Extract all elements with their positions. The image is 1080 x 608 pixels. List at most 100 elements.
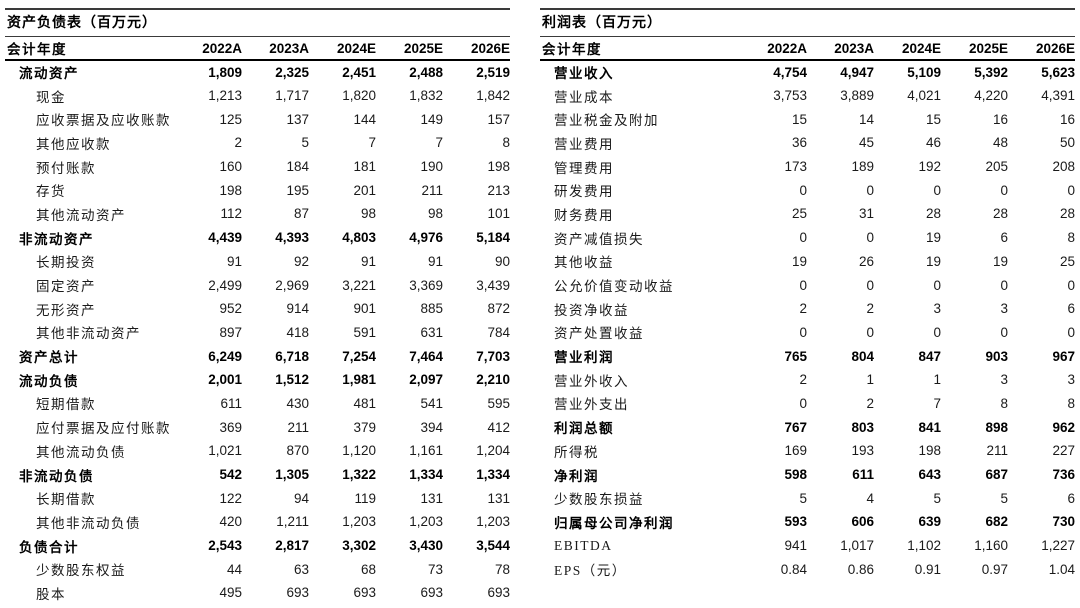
cell-value: 25: [791, 206, 807, 222]
cell-value: 606: [851, 514, 874, 530]
row-label: 财务费用: [554, 207, 614, 223]
cell-value: 2,499: [208, 277, 242, 293]
table-row: 研发费用 0 0 0 0 0: [540, 178, 1075, 202]
cell-value: 0.86: [847, 561, 874, 577]
cell-value: 205: [985, 159, 1008, 175]
cell-value: 26: [858, 253, 874, 269]
cell-value: 693: [487, 585, 510, 601]
cell-value: 394: [420, 419, 443, 435]
cell-value: 542: [219, 467, 242, 483]
cell-value: 0: [799, 230, 807, 246]
table-row: 流动资产 1,809 2,325 2,451 2,488 2,519: [5, 60, 510, 84]
cell-value: 198: [487, 159, 510, 175]
row-label: 长期借款: [36, 492, 96, 508]
cell-value: 1,203: [342, 514, 376, 530]
cell-value: 541: [420, 395, 443, 411]
cell-value: 803: [851, 419, 874, 435]
table-row: 流动负债 2,001 1,512 1,981 2,097 2,210: [5, 368, 510, 392]
table-row: 利润总额 767 803 841 898 962: [540, 415, 1075, 439]
cell-value: 901: [353, 301, 376, 317]
row-label: 净利润: [554, 468, 599, 484]
cell-value: 90: [494, 253, 510, 269]
cell-value: 1,832: [409, 88, 443, 104]
cell-value: 25: [1059, 253, 1075, 269]
table-row: 管理费用 173 189 192 205 208: [540, 155, 1075, 179]
header-year-column: 2022A: [175, 37, 242, 61]
cell-value: 4,220: [974, 88, 1008, 104]
row-label: 负债合计: [19, 539, 79, 555]
cell-value: 131: [420, 490, 443, 506]
row-label: EPS（元）: [554, 563, 627, 579]
cell-value: 1,160: [974, 538, 1008, 554]
table-row: EBITDA 941 1,017 1,102 1,160 1,227: [540, 534, 1075, 558]
cell-value: 4,021: [907, 88, 941, 104]
cell-value: 0: [866, 277, 874, 293]
cell-value: 2: [866, 301, 874, 317]
cell-value: 0: [1067, 324, 1075, 340]
cell-value: 1,211: [276, 514, 309, 530]
cell-value: 4,439: [208, 230, 242, 246]
cell-value: 4,754: [773, 64, 807, 80]
cell-value: 98: [427, 206, 443, 222]
cell-value: 15: [791, 111, 807, 127]
cell-value: 4,391: [1041, 88, 1075, 104]
table-row: 资产处置收益 0 0 0 0 0: [540, 321, 1075, 345]
cell-value: 2: [866, 395, 874, 411]
cell-value: 3,369: [409, 277, 443, 293]
row-label: 所得税: [554, 444, 599, 460]
balance-sheet-header: 会计年度 2022A 2023A 2024E 2025E 2026E: [5, 37, 510, 61]
balance-sheet-table: 会计年度 2022A 2023A 2024E 2025E 2026E 流动资产 1,809 2…: [5, 37, 510, 605]
row-label: 非流动资产: [19, 231, 94, 247]
cell-value: 3: [1067, 372, 1075, 388]
cell-value: 914: [286, 301, 309, 317]
row-label: 归属母公司净利润: [554, 515, 674, 531]
cell-value: 5,109: [907, 64, 941, 80]
header-year-column: 2025E: [376, 37, 443, 61]
cell-value: 1,161: [409, 443, 443, 459]
cell-value: 16: [1059, 111, 1075, 127]
cell-value: 0: [866, 182, 874, 198]
table-row: 负债合计 2,543 2,817 3,302 3,430 3,544: [5, 534, 510, 558]
cell-value: 208: [1052, 159, 1075, 175]
table-row: 股本 495 693 693 693 693: [5, 581, 510, 605]
cell-value: 87: [293, 206, 309, 222]
cell-value: 1,017: [840, 538, 874, 554]
table-row: 非流动资产 4,439 4,393 4,803 4,976 5,184: [5, 226, 510, 250]
cell-value: 91: [427, 253, 443, 269]
cell-value: 4,947: [840, 64, 874, 80]
row-label: 投资净收益: [554, 302, 629, 318]
row-label: 短期借款: [36, 397, 96, 413]
row-label: 应收票据及应收账款: [36, 113, 171, 129]
row-label: 营业成本: [554, 89, 614, 105]
cell-value: 5: [1000, 490, 1008, 506]
cell-value: 1: [933, 372, 941, 388]
row-label: 资产总计: [19, 350, 79, 366]
cell-value: 8: [1000, 395, 1008, 411]
table-row: 长期投资 91 92 91 91 90: [5, 250, 510, 274]
cell-value: 767: [784, 419, 807, 435]
cell-value: 125: [219, 111, 242, 127]
row-label: 其他应收款: [36, 136, 111, 152]
balance-sheet-title: 资产负债表（百万元）: [5, 8, 510, 37]
cell-value: 195: [286, 182, 309, 198]
row-label: 应付票据及应付账款: [36, 421, 171, 437]
cell-value: 2,488: [409, 64, 443, 80]
table-row: 应收票据及应收账款 125 137 144 149 157: [5, 107, 510, 131]
cell-value: 0.91: [914, 561, 941, 577]
table-row: 营业税金及附加 15 14 15 16 16: [540, 107, 1075, 131]
cell-value: 418: [286, 324, 309, 340]
cell-value: 1,213: [208, 88, 242, 104]
cell-value: 611: [220, 395, 242, 411]
header-year-column: 2026E: [443, 37, 510, 61]
cell-value: 112: [220, 206, 242, 222]
row-label: 其他流动资产: [36, 207, 126, 223]
cell-value: 3,302: [342, 538, 376, 554]
cell-value: 2,519: [476, 64, 510, 80]
cell-value: 98: [360, 206, 376, 222]
cell-value: 190: [420, 159, 443, 175]
cell-value: 181: [353, 159, 376, 175]
cell-value: 131: [487, 490, 510, 506]
row-label: 营业外支出: [554, 397, 629, 413]
row-label: 存货: [36, 184, 66, 200]
header-fiscal-year-label: 会计年度: [5, 37, 175, 61]
